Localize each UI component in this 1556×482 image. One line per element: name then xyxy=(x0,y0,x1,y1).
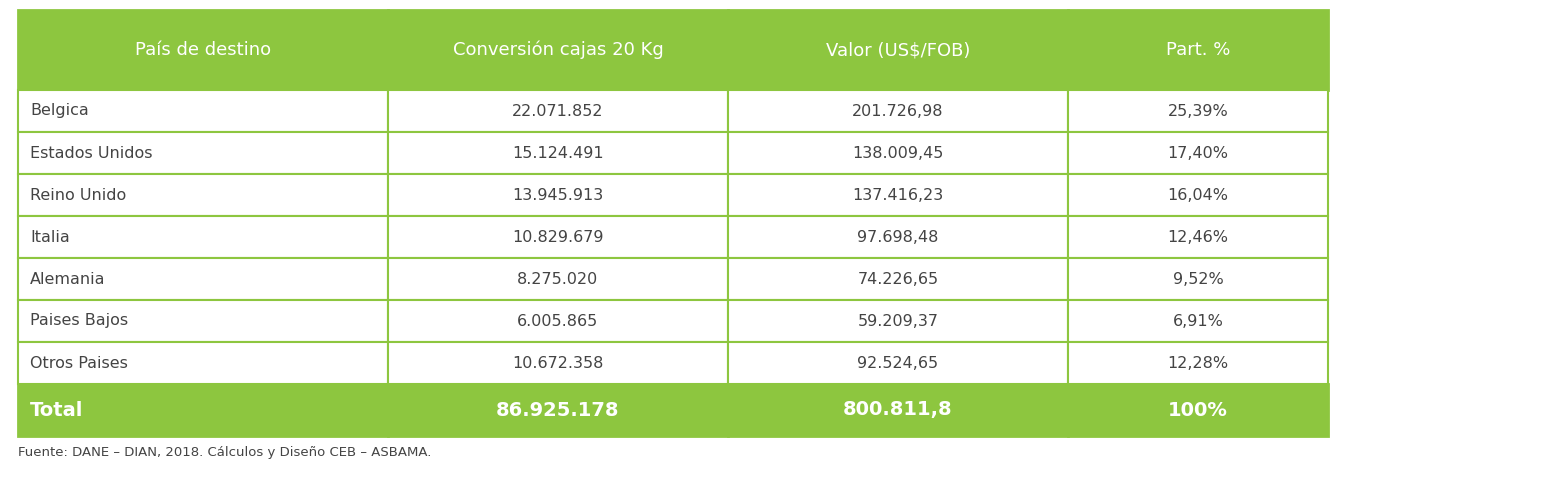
Text: 6,91%: 6,91% xyxy=(1173,313,1223,329)
Bar xyxy=(387,90,728,132)
Text: Fuente: DANE – DIAN, 2018. Cálculos y Diseño CEB – ASBAMA.: Fuente: DANE – DIAN, 2018. Cálculos y Di… xyxy=(19,446,431,459)
Bar xyxy=(728,258,1067,300)
Bar xyxy=(19,90,387,132)
Text: Otros Paises: Otros Paises xyxy=(30,356,128,371)
Text: Conversión cajas 20 Kg: Conversión cajas 20 Kg xyxy=(453,41,663,59)
Text: 17,40%: 17,40% xyxy=(1167,146,1229,161)
Text: Total: Total xyxy=(30,401,84,419)
Bar xyxy=(728,384,1067,436)
Text: 6.005.865: 6.005.865 xyxy=(518,313,599,329)
Bar xyxy=(19,174,387,216)
Text: 137.416,23: 137.416,23 xyxy=(853,187,943,202)
Text: 25,39%: 25,39% xyxy=(1167,104,1228,119)
Bar xyxy=(387,342,728,384)
Text: 59.209,37: 59.209,37 xyxy=(857,313,938,329)
Text: 22.071.852: 22.071.852 xyxy=(512,104,604,119)
Text: 97.698,48: 97.698,48 xyxy=(857,229,938,244)
Text: 9,52%: 9,52% xyxy=(1173,271,1223,286)
Text: Part. %: Part. % xyxy=(1165,41,1231,59)
Bar xyxy=(1067,216,1327,258)
Bar xyxy=(19,300,387,342)
Bar xyxy=(728,90,1067,132)
Text: 15.124.491: 15.124.491 xyxy=(512,146,604,161)
Text: 12,46%: 12,46% xyxy=(1167,229,1229,244)
Text: Paises Bajos: Paises Bajos xyxy=(30,313,128,329)
Text: Estados Unidos: Estados Unidos xyxy=(30,146,152,161)
Text: 800.811,8: 800.811,8 xyxy=(843,401,952,419)
Bar xyxy=(387,300,728,342)
Bar xyxy=(1067,300,1327,342)
Text: Alemania: Alemania xyxy=(30,271,106,286)
Text: 74.226,65: 74.226,65 xyxy=(857,271,938,286)
Bar xyxy=(387,258,728,300)
Bar xyxy=(19,258,387,300)
Bar xyxy=(387,384,728,436)
Bar xyxy=(728,132,1067,174)
Text: 138.009,45: 138.009,45 xyxy=(853,146,943,161)
Bar xyxy=(1067,90,1327,132)
Bar xyxy=(1067,258,1327,300)
Bar xyxy=(1067,384,1327,436)
Text: Italia: Italia xyxy=(30,229,70,244)
Bar xyxy=(19,216,387,258)
Bar xyxy=(728,342,1067,384)
Text: Belgica: Belgica xyxy=(30,104,89,119)
Text: 8.275.020: 8.275.020 xyxy=(518,271,599,286)
Text: 10.829.679: 10.829.679 xyxy=(512,229,604,244)
Text: 12,28%: 12,28% xyxy=(1167,356,1229,371)
Bar xyxy=(387,174,728,216)
Bar xyxy=(387,10,728,90)
Bar xyxy=(728,300,1067,342)
Bar xyxy=(1067,174,1327,216)
Text: Valor (US$/FOB): Valor (US$/FOB) xyxy=(826,41,971,59)
Text: 86.925.178: 86.925.178 xyxy=(496,401,619,419)
Text: 92.524,65: 92.524,65 xyxy=(857,356,938,371)
Bar xyxy=(728,216,1067,258)
Text: 13.945.913: 13.945.913 xyxy=(512,187,604,202)
Bar xyxy=(387,132,728,174)
Bar xyxy=(19,132,387,174)
Bar xyxy=(19,342,387,384)
Text: 100%: 100% xyxy=(1169,401,1228,419)
Bar xyxy=(19,384,387,436)
Bar xyxy=(387,216,728,258)
Bar xyxy=(1067,10,1327,90)
Bar xyxy=(19,10,387,90)
Text: Reino Unido: Reino Unido xyxy=(30,187,126,202)
Text: 201.726,98: 201.726,98 xyxy=(853,104,944,119)
Bar xyxy=(728,10,1067,90)
Text: 10.672.358: 10.672.358 xyxy=(512,356,604,371)
Text: 16,04%: 16,04% xyxy=(1167,187,1229,202)
Bar xyxy=(728,174,1067,216)
Bar xyxy=(1067,132,1327,174)
Bar xyxy=(1067,342,1327,384)
Text: País de destino: País de destino xyxy=(135,41,271,59)
